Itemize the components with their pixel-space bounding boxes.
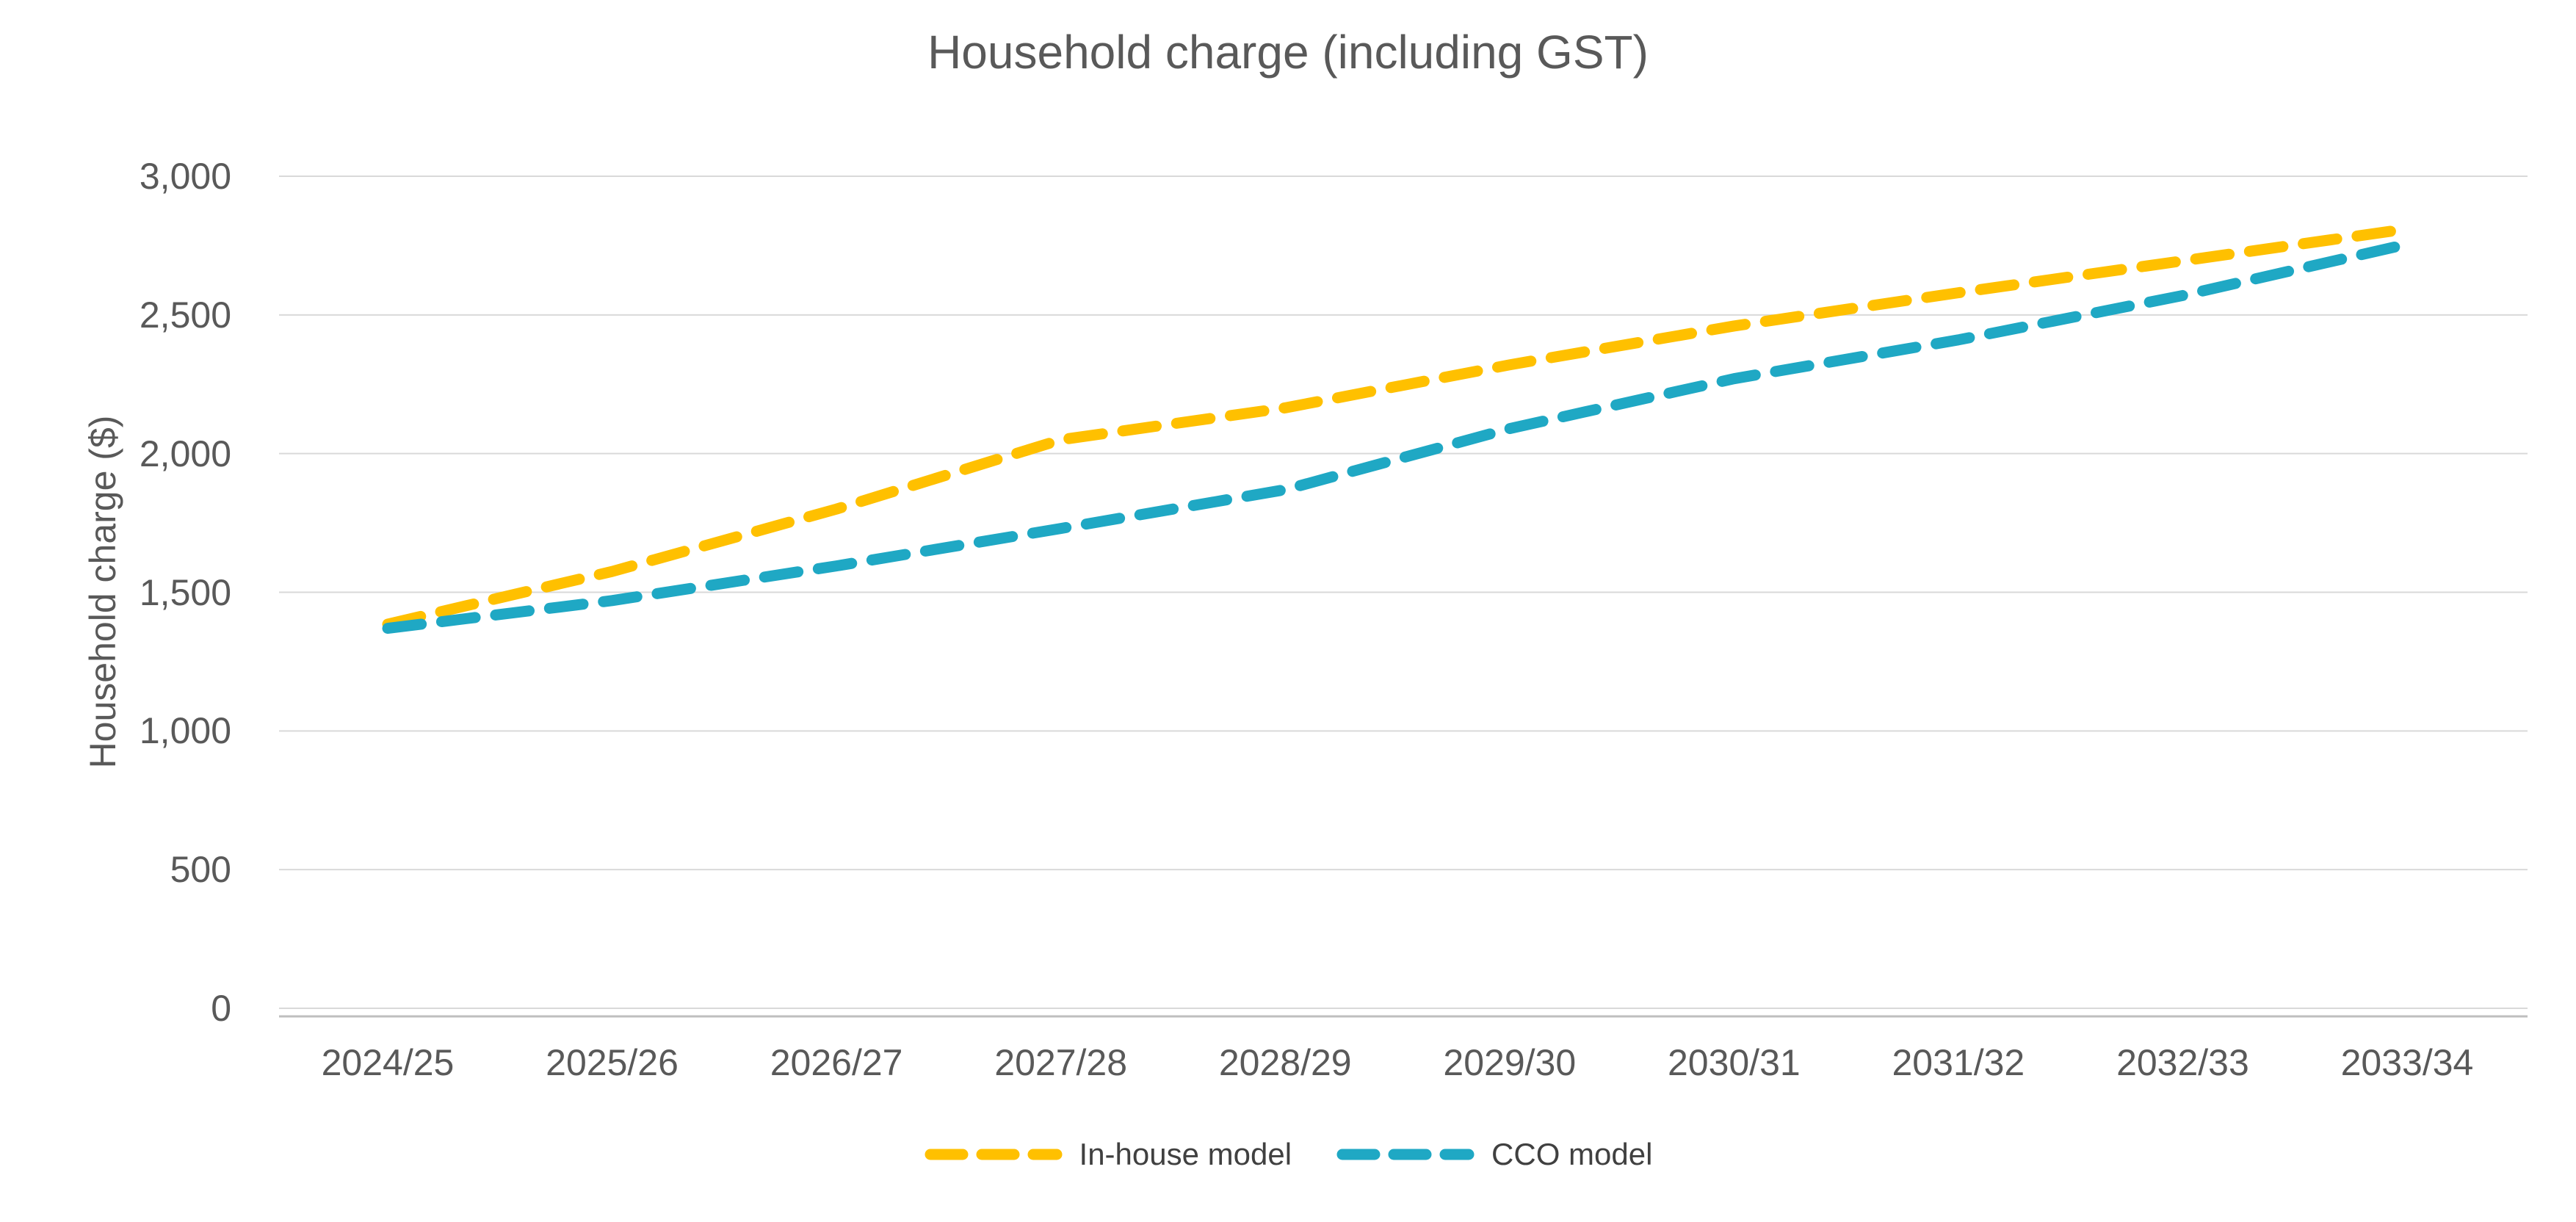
x-tick-label: 2025/26 (546, 1042, 679, 1083)
cco-model-dash-swatch (1336, 1149, 1475, 1160)
x-tick-label: 2026/27 (770, 1042, 903, 1083)
x-tick-label: 2029/30 (1443, 1042, 1577, 1083)
y-tick-label: 2,500 (139, 294, 231, 336)
x-tick-label: 2028/29 (1218, 1042, 1352, 1083)
y-tick-label: 1,500 (139, 571, 231, 613)
y-tick-label: 0 (211, 988, 231, 1029)
legend: In-house model CCO model (0, 1137, 2576, 1172)
series-line-in-house-model (382, 223, 2413, 630)
legend-label: In-house model (1079, 1137, 1292, 1171)
y-tick-label: 3,000 (139, 156, 231, 197)
legend-item-cco-model: CCO model (1336, 1137, 1652, 1172)
x-tick-label: 2030/31 (1667, 1042, 1801, 1083)
y-tick-label: 500 (170, 849, 231, 891)
in-house-model-dash-swatch (925, 1149, 1063, 1160)
x-tick-label: 2031/32 (1892, 1042, 2025, 1083)
chart-title: Household charge (including GST) (927, 26, 1649, 79)
x-tick-label: 2027/28 (994, 1042, 1128, 1083)
series-line-cco-model (382, 239, 2413, 634)
legend-label: CCO model (1491, 1137, 1653, 1171)
x-tick-label: 2033/34 (2340, 1042, 2474, 1083)
x-tick-label: 2032/33 (2116, 1042, 2249, 1083)
y-tick-label: 1,000 (139, 710, 231, 752)
legend-item-in-house-model: In-house model (924, 1137, 1292, 1172)
x-tick-label: 2024/25 (321, 1042, 455, 1083)
y-tick-label: 2,000 (139, 433, 231, 474)
